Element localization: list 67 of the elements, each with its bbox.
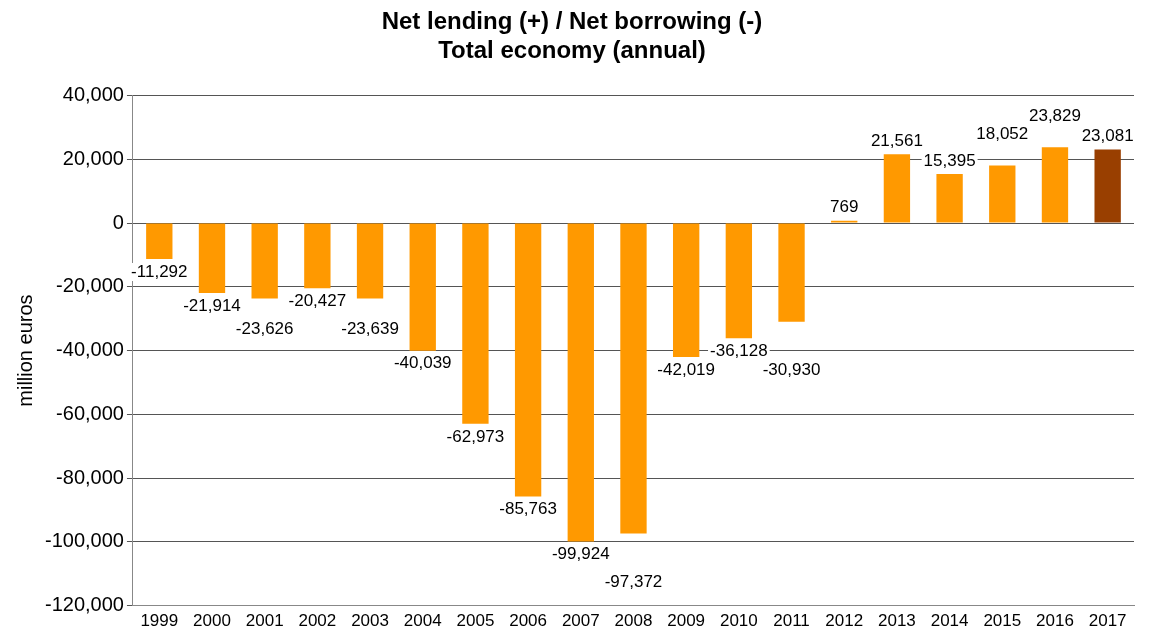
bar: [356, 223, 384, 299]
data-label: 769: [830, 197, 859, 217]
x-tick-label: 2009: [667, 611, 706, 631]
x-tick-label: 2016: [1036, 611, 1074, 631]
data-label: -97,372: [604, 572, 663, 592]
bar: [883, 154, 911, 223]
y-tick-label: 0: [112, 210, 124, 233]
x-tick-label: 2012: [825, 611, 864, 631]
data-label: -20,427: [288, 290, 347, 310]
data-label: 23,081: [1081, 126, 1134, 146]
y-tick-label: -100,000: [44, 529, 124, 552]
x-tick-label: 2010: [719, 611, 758, 631]
data-label: -40,039: [393, 353, 452, 373]
bar: [567, 223, 594, 542]
x-tick-label: 2004: [403, 611, 442, 631]
bar: [672, 223, 700, 358]
bar: [725, 223, 753, 339]
x-tick-label: 2003: [351, 611, 389, 631]
bar: [989, 165, 1016, 223]
data-label: -11,292: [131, 261, 188, 281]
x-tick-label: 2000: [193, 611, 231, 631]
x-tick-label: 2017: [1088, 611, 1127, 631]
x-tick-label: 2005: [456, 611, 495, 631]
data-label: 18,052: [976, 124, 1029, 144]
y-tick-label: 40,000: [62, 83, 124, 106]
x-tick-label: 2001: [245, 611, 284, 631]
data-label: -42,019: [657, 359, 715, 379]
y-tick-label: -80,000: [56, 465, 124, 488]
y-tick-label: -120,000: [44, 593, 124, 616]
y-tick-label: 20,000: [62, 146, 124, 169]
x-tick-label: 2013: [878, 611, 916, 631]
data-label: -62,973: [446, 426, 505, 446]
bar: [1094, 149, 1121, 223]
data-label: 21,561: [870, 131, 923, 151]
data-label: -30,930: [762, 360, 821, 380]
x-tick-label: 2014: [930, 611, 969, 631]
x-tick-label: 2007: [561, 611, 600, 631]
data-label: -21,914: [183, 295, 241, 315]
bar: [146, 223, 173, 260]
y-tick-label: -40,000: [56, 338, 124, 361]
bar: [514, 223, 542, 497]
data-label: 23,829: [1028, 105, 1081, 125]
y-tick-label: -60,000: [56, 401, 124, 424]
x-tick-label: 1999: [140, 611, 179, 631]
data-label: -23,639: [341, 319, 399, 339]
bar: [198, 223, 226, 293]
x-tick-label: 2008: [614, 611, 653, 631]
data-label: -36,128: [710, 340, 768, 360]
data-label: -23,626: [235, 319, 294, 339]
data-label: -99,924: [551, 544, 610, 564]
bar: [251, 223, 278, 299]
data-label: -85,763: [499, 499, 557, 519]
data-label: 15,395: [923, 150, 976, 170]
x-tick-label: 2002: [298, 611, 337, 631]
bar: [1041, 147, 1069, 223]
x-tick-label: 2015: [983, 611, 1022, 631]
bar: [304, 223, 331, 289]
bar: [620, 223, 647, 534]
x-tick-label: 2011: [773, 611, 810, 631]
bar: [778, 223, 805, 322]
x-tick-label: 2006: [509, 611, 548, 631]
y-tick-label: -20,000: [56, 274, 124, 297]
bar: [409, 223, 436, 351]
bar: [936, 174, 963, 223]
y-axis-title: million euros: [13, 294, 36, 407]
bar: [462, 223, 489, 424]
chart-title: Net lending (+) / Net borrowing (-) Total economy (annual): [381, 7, 763, 63]
